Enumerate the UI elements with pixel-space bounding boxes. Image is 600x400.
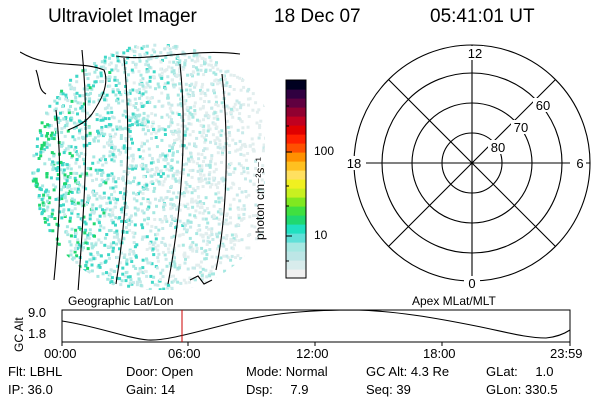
colorbar-swatch <box>286 260 306 270</box>
colorbar-swatch <box>286 269 306 279</box>
colorbar-tick-100: 100 <box>314 144 335 158</box>
status-mode: Mode: Normal <box>246 364 328 379</box>
colorbar-swatch <box>286 242 306 252</box>
uv-emission-speckle <box>31 43 265 290</box>
colorbar-swatch <box>286 233 306 243</box>
lat-label-70: 70 <box>514 120 528 135</box>
timeline-xtick-0000: 00:00 <box>44 346 77 361</box>
colorbar-swatch <box>286 80 306 90</box>
date-label: 18 Dec 07 <box>274 6 361 27</box>
lat-label-80: 80 <box>491 140 505 155</box>
geographic-grid-lines <box>20 49 241 290</box>
colorbar-swatch <box>286 152 306 162</box>
polar-plot: 12 18 6 0 60 70 80 <box>342 44 591 290</box>
colorbar-swatch <box>286 116 306 126</box>
colorbar-swatch <box>286 215 306 225</box>
colorbar-unit-label: photon cm⁻²s⁻¹ <box>253 157 267 240</box>
timeline-xtick-1200: 12:00 <box>296 346 329 361</box>
colorbar-swatch <box>286 134 306 144</box>
polar-diag-b <box>388 79 556 247</box>
altitude-timeline <box>61 309 571 346</box>
colorbar-swatch <box>286 143 306 153</box>
colorbar-frame <box>285 79 307 279</box>
mlt-label-18: 18 <box>347 156 361 171</box>
colorbar-swatch <box>286 89 306 99</box>
status-glon: GLon: 330.5 <box>486 382 558 397</box>
timeline-xtick-2359: 23:59 <box>550 346 583 361</box>
colorbar <box>285 79 307 279</box>
status-seq: Seq: 39 <box>366 382 411 397</box>
colorbar-swatch <box>286 206 306 216</box>
timeline-ticks <box>61 342 571 346</box>
apex-title: Apex MLat/MLT <box>412 294 496 308</box>
colorbar-swatch <box>286 98 306 108</box>
mlt-label-0: 0 <box>468 276 475 290</box>
colorbar-swatch <box>286 107 306 117</box>
instrument-title: Ultraviolet Imager <box>48 6 197 27</box>
geographic-title: Geographic Lat/Lon <box>68 294 174 308</box>
status-flt: Flt: LBHL <box>8 364 63 379</box>
timeline-ytick-low: 1.8 <box>28 326 47 341</box>
lat-label-60: 60 <box>536 98 550 113</box>
status-gain: Gain: 14 <box>126 382 176 397</box>
timeline-xtick-0600: 06:00 <box>168 346 201 361</box>
status-dsp: Dsp: 7.9 <box>246 382 309 397</box>
colorbar-swatch <box>286 170 306 180</box>
timeline-ylabel: GC Alt <box>12 317 26 352</box>
time-label: 05:41:01 UT <box>430 6 535 27</box>
status-door: Door: Open <box>126 364 194 379</box>
timeline-xtick-1800: 18:00 <box>423 346 456 361</box>
altitude-curve <box>61 309 571 341</box>
colorbar-swatch <box>286 125 306 135</box>
status-glat: GLat: 1.0 <box>486 364 554 379</box>
colorbar-gradient <box>286 80 306 279</box>
colorbar-swatch <box>286 188 306 198</box>
timeline-ytick-high: 9.0 <box>28 305 47 320</box>
colorbar-swatch <box>286 161 306 171</box>
colorbar-ticks <box>286 105 292 262</box>
mlt-label-6: 6 <box>576 156 583 171</box>
timeline-frame <box>61 309 571 343</box>
mlt-label-12: 12 <box>468 46 482 61</box>
colorbar-swatch <box>286 224 306 234</box>
colorbar-tick-10: 10 <box>314 228 328 242</box>
earth-uv-image <box>20 43 265 290</box>
colorbar-swatch <box>286 179 306 189</box>
colorbar-swatch <box>286 197 306 207</box>
status-ip: IP: 36.0 <box>8 382 53 397</box>
colorbar-swatch <box>286 251 306 261</box>
status-gc-alt: GC Alt: 4.3 Re <box>366 364 450 379</box>
